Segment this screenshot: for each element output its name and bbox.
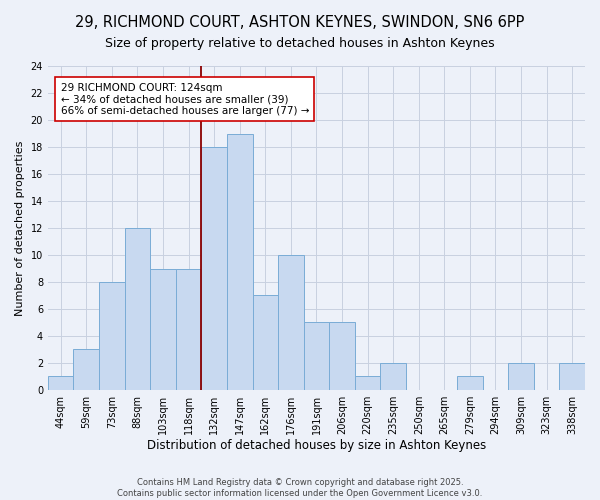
Text: Contains HM Land Registry data © Crown copyright and database right 2025.
Contai: Contains HM Land Registry data © Crown c… — [118, 478, 482, 498]
Bar — [508, 363, 534, 390]
Bar — [73, 350, 99, 390]
Text: 29, RICHMOND COURT, ASHTON KEYNES, SWINDON, SN6 6PP: 29, RICHMOND COURT, ASHTON KEYNES, SWIND… — [76, 15, 524, 30]
Bar — [202, 148, 227, 390]
Bar — [304, 322, 329, 390]
Bar — [380, 363, 406, 390]
Y-axis label: Number of detached properties: Number of detached properties — [15, 140, 25, 316]
Bar — [559, 363, 585, 390]
Bar — [227, 134, 253, 390]
Bar — [355, 376, 380, 390]
Bar — [150, 268, 176, 390]
Bar — [48, 376, 73, 390]
Bar — [99, 282, 125, 390]
Bar — [125, 228, 150, 390]
X-axis label: Distribution of detached houses by size in Ashton Keynes: Distribution of detached houses by size … — [147, 440, 486, 452]
Bar — [329, 322, 355, 390]
Text: Size of property relative to detached houses in Ashton Keynes: Size of property relative to detached ho… — [105, 38, 495, 51]
Bar — [278, 255, 304, 390]
Bar — [253, 296, 278, 390]
Bar — [457, 376, 482, 390]
Text: 29 RICHMOND COURT: 124sqm
← 34% of detached houses are smaller (39)
66% of semi-: 29 RICHMOND COURT: 124sqm ← 34% of detac… — [61, 82, 309, 116]
Bar — [176, 268, 202, 390]
